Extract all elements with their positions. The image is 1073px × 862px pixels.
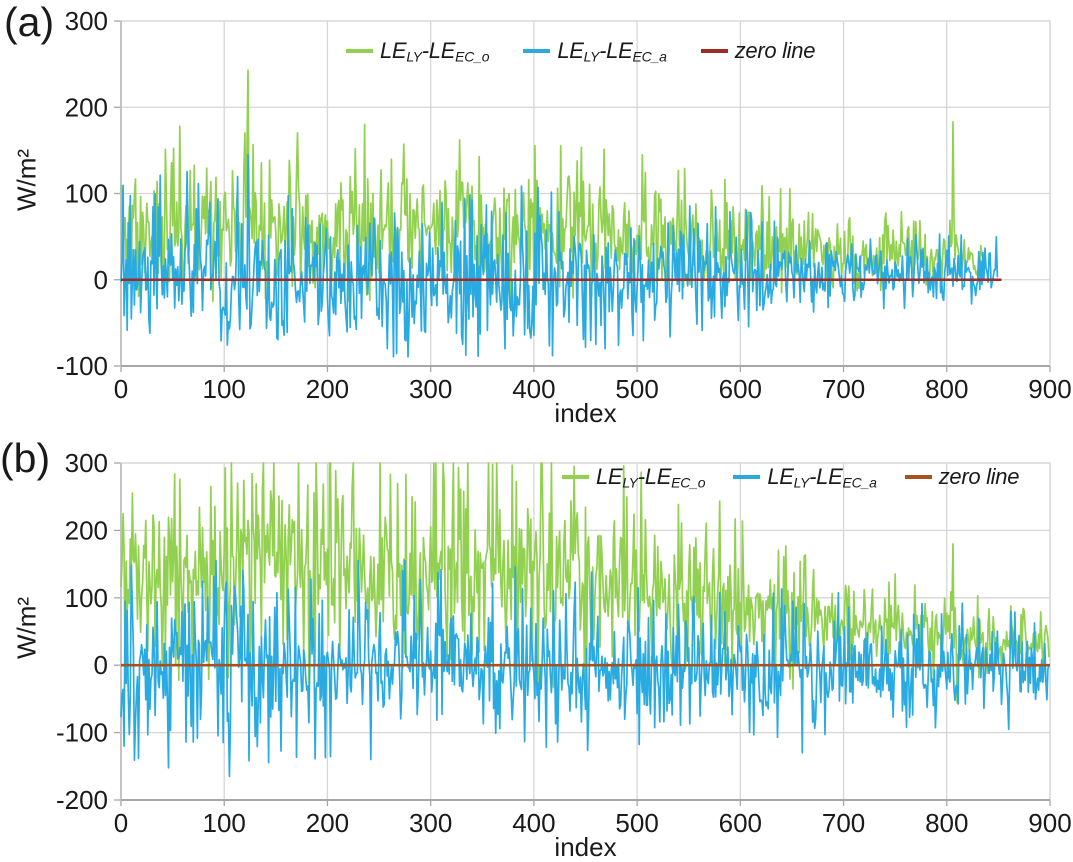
y-tick-label: 0 [94, 265, 108, 295]
x-tick-label: 900 [1028, 808, 1071, 838]
x-tick-label: 0 [114, 808, 128, 838]
series-line-a-blue [120, 153, 999, 358]
legend-label: zero line [938, 464, 1020, 489]
panel-b-x-axis-title: index [554, 832, 617, 862]
x-tick-label: 800 [925, 374, 968, 404]
x-tick-label: 300 [409, 374, 452, 404]
x-tick-label: 200 [306, 374, 349, 404]
x-tick-label: 0 [114, 374, 128, 404]
x-tick-label: 400 [512, 374, 555, 404]
x-tick-label: 300 [409, 808, 452, 838]
legend-swatch-icon [700, 49, 728, 53]
legend-swatch-icon [733, 475, 761, 479]
legend-item: LELY-LEEC_o [346, 38, 490, 65]
y-tick-label: 200 [65, 92, 108, 122]
legend-swatch-icon [562, 475, 589, 479]
legend-item: zero line [904, 464, 1020, 490]
y-tick-label: -100 [56, 718, 108, 748]
legend-item: LELY-LEEC_o [562, 464, 706, 491]
legend-swatch-icon [346, 49, 373, 53]
legend-label: LELY-LEEC_a [767, 464, 877, 491]
legend-swatch-icon [523, 49, 551, 53]
legend-label: LELY-LEEC_a [557, 38, 667, 65]
x-tick-label: 100 [203, 374, 246, 404]
x-tick-label: 700 [822, 808, 865, 838]
legend-label: zero line [734, 38, 816, 63]
x-tick-label: 500 [615, 808, 658, 838]
panel-a-y-axis-title: W/m² [11, 148, 42, 212]
y-tick-label: 200 [65, 515, 108, 545]
legend-item: zero line [700, 38, 816, 64]
y-tick-label: 300 [65, 448, 108, 478]
x-tick-label: 200 [306, 808, 349, 838]
panel-b-label: (b) [0, 435, 51, 481]
y-tick-label: 100 [65, 179, 108, 209]
y-tick-label: 300 [65, 6, 108, 36]
panel-a-x-axis-title: index [554, 398, 617, 428]
legend-item: LELY-LEEC_a [523, 38, 667, 65]
panel-a-legend: LELY-LEEC_o LELY-LEEC_a zero line [346, 38, 815, 64]
x-tick-label: 500 [615, 374, 658, 404]
legend-swatch-icon [904, 475, 932, 479]
y-tick-label: 100 [65, 583, 108, 613]
panel-b-y-axis-title: W/m² [11, 596, 42, 660]
x-tick-label: 700 [822, 374, 865, 404]
panel-b-legend: LELY-LEEC_o LELY-LEEC_a zero line [562, 464, 1019, 490]
legend-item: LELY-LEEC_a [733, 464, 877, 491]
legend-label: LELY-LEEC_o [596, 464, 706, 491]
legend-label: LELY-LEEC_o [380, 38, 490, 65]
x-tick-label: 100 [203, 808, 246, 838]
y-tick-label: -200 [56, 785, 108, 815]
x-tick-label: 600 [719, 808, 762, 838]
y-tick-label: -100 [56, 351, 108, 381]
x-tick-label: 800 [925, 808, 968, 838]
x-tick-label: 900 [1028, 374, 1071, 404]
x-tick-label: 400 [512, 808, 555, 838]
y-tick-label: 0 [94, 650, 108, 680]
panel-a-label: (a) [4, 0, 55, 45]
x-tick-label: 600 [719, 374, 762, 404]
series-line-b-blue [120, 559, 1050, 778]
series-line-b-green [120, 462, 1050, 704]
